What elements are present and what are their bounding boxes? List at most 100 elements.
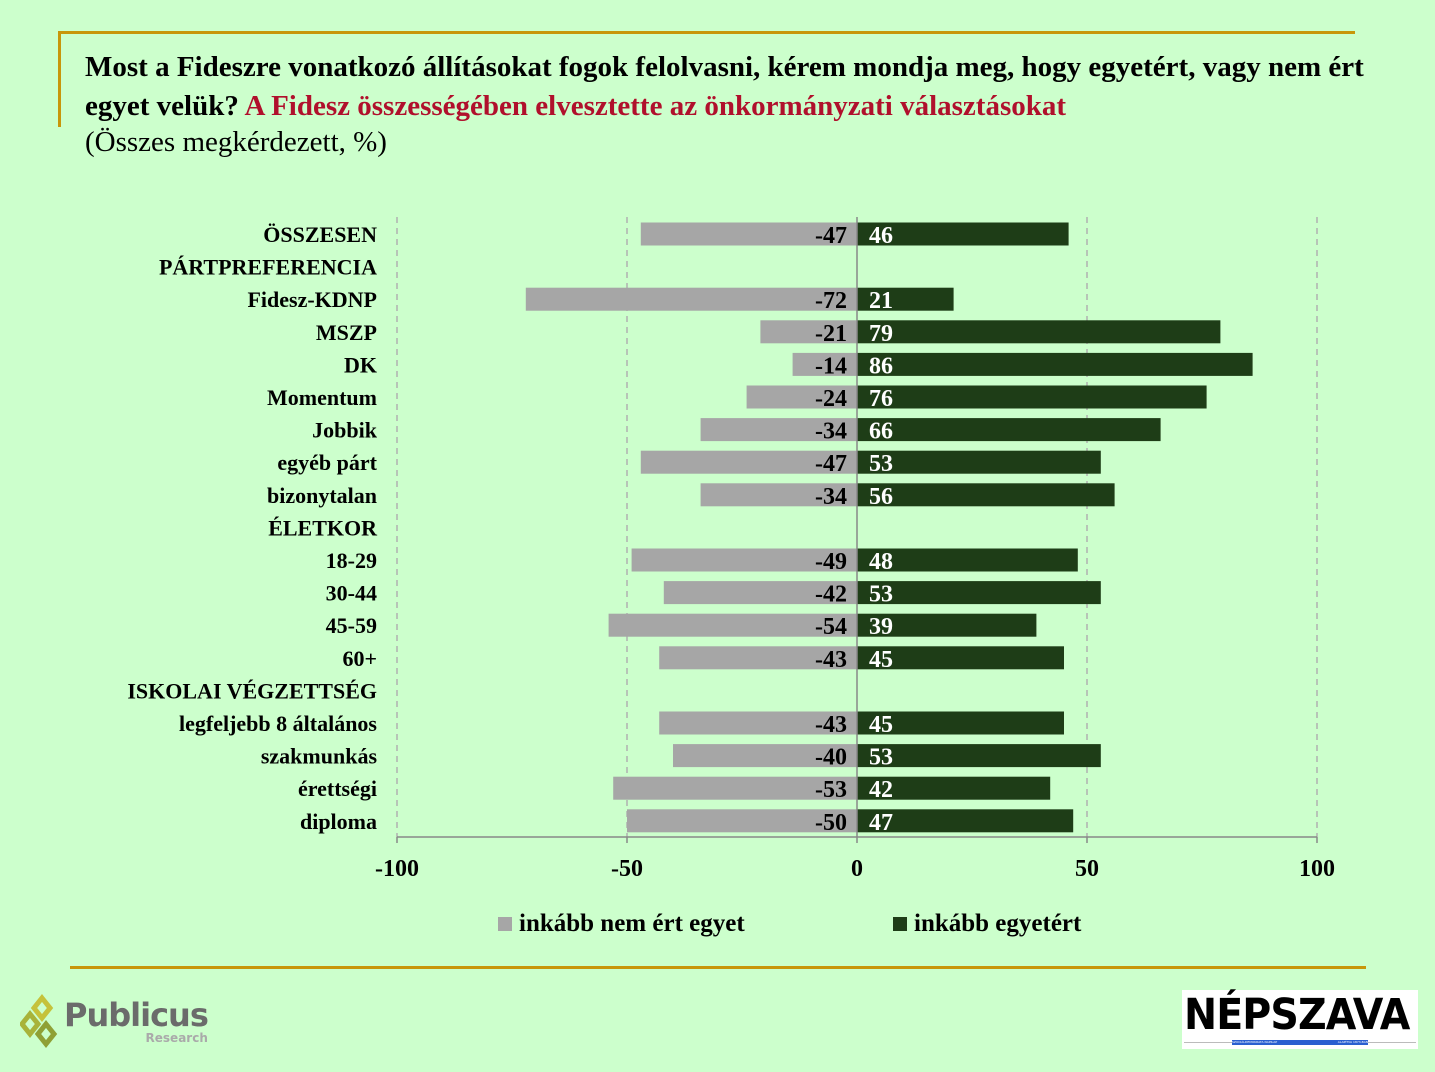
category-label: Jobbik [312, 418, 378, 443]
data-label-disagree: -34 [815, 419, 847, 445]
data-label-disagree: -43 [815, 712, 847, 738]
category-label: Fidesz-KDNP [247, 287, 377, 312]
data-label-disagree: -50 [815, 810, 847, 836]
top-border [58, 31, 1355, 34]
x-tick-label: -50 [611, 856, 643, 882]
bar-disagree [673, 744, 857, 768]
bar-disagree [663, 581, 857, 605]
bar-agree [857, 613, 1037, 637]
category-label: ÖSSZESEN [263, 222, 377, 247]
x-tick-label: 100 [1299, 856, 1335, 882]
data-label-agree: 53 [869, 451, 893, 477]
category-label: legfeljebb 8 általános [179, 711, 377, 736]
bar-disagree [659, 646, 857, 670]
bar-agree [857, 385, 1207, 409]
category-label: ÉLETKOR [268, 515, 378, 540]
publicus-sub: Research [145, 1031, 208, 1045]
data-label-agree: 53 [869, 745, 893, 771]
legend-label-disagree: inkább nem ért egyet [519, 910, 745, 937]
bottom-border [70, 966, 1366, 969]
data-label-agree: 42 [869, 777, 893, 803]
bar-disagree [608, 613, 857, 637]
bar-agree [857, 776, 1051, 800]
left-border [58, 31, 61, 127]
category-label: PÁRTPREFERENCIA [159, 255, 377, 280]
category-label: 18-29 [326, 548, 377, 573]
legend-item-disagree: inkább nem ért egyet [498, 910, 745, 938]
data-label-agree: 45 [869, 712, 893, 738]
data-label-disagree: -43 [815, 647, 847, 673]
nepszava-logo: NÉPSZAVA SZOCIÁLDEMOKRATA NAPILAP ALAPÍTV… [1182, 990, 1418, 1049]
data-label-agree: 56 [869, 484, 893, 510]
bar-agree [857, 809, 1074, 833]
bar-disagree [613, 776, 857, 800]
title-statement: A Fidesz összességében elvesztette az ön… [244, 90, 1067, 122]
data-label-disagree: -42 [815, 582, 847, 608]
bar-agree [857, 744, 1101, 768]
data-label-disagree: -14 [815, 353, 847, 379]
legend-swatch-agree [893, 917, 907, 931]
x-tick-label: 50 [1075, 856, 1099, 882]
title-question: Most a Fideszre vonatkozó állításokat fo… [85, 51, 1364, 122]
bar-disagree [760, 320, 857, 344]
bar-agree [857, 287, 954, 311]
bar-disagree [700, 418, 857, 442]
data-label-agree: 79 [869, 321, 893, 347]
publicus-diamond-icon [20, 994, 58, 1049]
bar-disagree [640, 450, 857, 474]
chart-subtitle: (Összes megkérdezett, %) [85, 126, 387, 158]
category-label: DK [344, 352, 377, 377]
data-label-disagree: -72 [815, 288, 847, 314]
data-label-disagree: -54 [815, 614, 847, 640]
category-label: MSZP [316, 320, 377, 345]
data-label-agree: 46 [869, 223, 893, 249]
data-label-agree: 47 [869, 810, 893, 836]
bar-disagree [659, 711, 857, 735]
data-label-disagree: -34 [815, 484, 847, 510]
bar-agree [857, 646, 1064, 670]
category-label: bizonytalan [267, 483, 377, 508]
category-label: 60+ [342, 646, 377, 671]
data-label-agree: 66 [869, 419, 893, 445]
category-label: érettségi [298, 776, 377, 801]
nepszava-name: NÉPSZAVA [1184, 990, 1410, 1040]
chart-title: Most a Fideszre vonatkozó állításokat fo… [85, 48, 1395, 126]
data-label-disagree: -24 [815, 386, 847, 412]
data-label-agree: 45 [869, 647, 893, 673]
data-label-disagree: -40 [815, 745, 847, 771]
nepszava-strip: SZOCIÁLDEMOKRATA NAPILAP ALAPÍTVA 1873-BA… [1232, 1040, 1368, 1045]
bar-disagree [640, 222, 857, 246]
bar-agree [857, 352, 1253, 376]
data-label-disagree: -47 [815, 223, 847, 249]
bar-agree [857, 320, 1221, 344]
bar-agree [857, 581, 1101, 605]
bar-disagree [525, 287, 857, 311]
category-label: szakmunkás [261, 744, 378, 769]
data-label-disagree: -53 [815, 777, 847, 803]
bar-agree [857, 450, 1101, 474]
bar-agree [857, 222, 1069, 246]
bar-disagree [627, 809, 857, 833]
data-label-agree: 76 [869, 386, 893, 412]
x-tick-label: 0 [851, 856, 863, 882]
category-label: ISKOLAI VÉGZETTSÉG [127, 678, 377, 703]
data-label-disagree: -49 [815, 549, 847, 575]
category-label: Momentum [267, 385, 377, 410]
category-label: diploma [300, 809, 377, 834]
bar-disagree [792, 352, 857, 376]
nepszava-left: SZOCIÁLDEMOKRATA NAPILAP [1232, 1040, 1278, 1044]
legend-item-agree: inkább egyetért [893, 910, 1081, 938]
publicus-logo: Publicus Research [20, 994, 209, 1050]
publicus-name: Publicus [64, 996, 209, 1034]
bar-disagree [631, 548, 857, 572]
legend-label-agree: inkább egyetért [914, 910, 1082, 937]
category-label: 30-44 [326, 581, 377, 606]
bar-disagree [746, 385, 857, 409]
data-label-agree: 21 [869, 288, 893, 314]
bar-agree [857, 711, 1064, 735]
bar-agree [857, 418, 1161, 442]
data-label-agree: 48 [869, 549, 893, 575]
bar-agree [857, 483, 1115, 507]
legend-swatch-disagree [498, 917, 512, 931]
